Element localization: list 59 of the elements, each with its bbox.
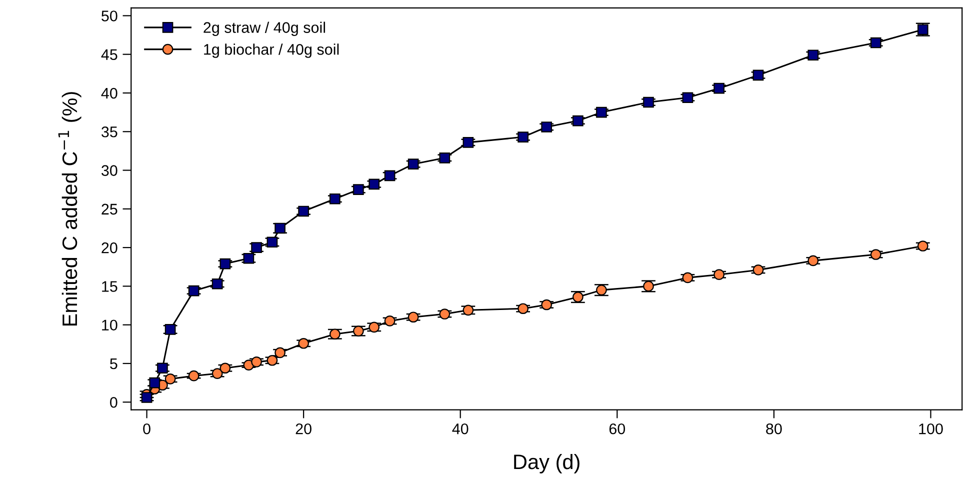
y-tick-label: 45 [101,49,118,60]
point [243,360,254,370]
y-tick-label: 0 [110,396,118,408]
point [330,193,340,204]
point [164,324,176,335]
point [808,255,819,266]
point [917,240,928,252]
x-tick-label: 100 [919,423,943,434]
x-tick-label: 40 [452,423,468,434]
point [439,308,450,320]
x-tick-label: 80 [766,423,782,434]
point [157,362,168,374]
legend-label: 2g straw / 40g soil [204,22,326,36]
point [541,299,552,310]
y-axis-title: Emitted C added C$^{−1}$ (%) [58,92,82,326]
point [274,347,286,358]
y-tick-label: 5 [110,358,118,370]
point [643,96,654,108]
point [408,158,419,170]
point [596,106,607,118]
point [330,328,340,340]
y-tick-label: 40 [101,88,118,99]
point [518,132,528,142]
point [870,249,882,260]
x-tick-label: 60 [609,423,626,434]
y-tick-label: 25 [102,204,118,215]
point [212,368,223,379]
point [141,392,152,403]
point [714,269,724,280]
point [572,292,584,302]
point [596,284,607,296]
x-axis-title: Day (d) [514,454,580,474]
point [243,252,254,264]
point [752,264,764,276]
y-tick-label: 30 [102,165,118,176]
y-tick-label: 10 [102,320,118,331]
point [408,312,419,323]
point [643,280,654,292]
point [220,362,231,374]
legend-label: 1g biochar / 40g soil [204,44,339,58]
point [462,304,474,316]
point [682,272,694,284]
point [518,303,528,314]
point [572,115,584,126]
x-tick-label: 0 [143,423,150,434]
x-tick-label: 20 [296,423,312,434]
y-tick-label: 35 [102,126,118,138]
point [682,92,694,104]
point [298,338,309,349]
point [714,82,724,94]
y-tick-label: 20 [102,242,118,254]
point [188,370,200,382]
y-tick-label: 15 [102,281,118,292]
point [353,326,364,336]
y-tick-label: 50 [102,10,118,22]
point [298,206,309,217]
point [274,222,286,234]
point [212,278,223,290]
point [439,152,450,164]
